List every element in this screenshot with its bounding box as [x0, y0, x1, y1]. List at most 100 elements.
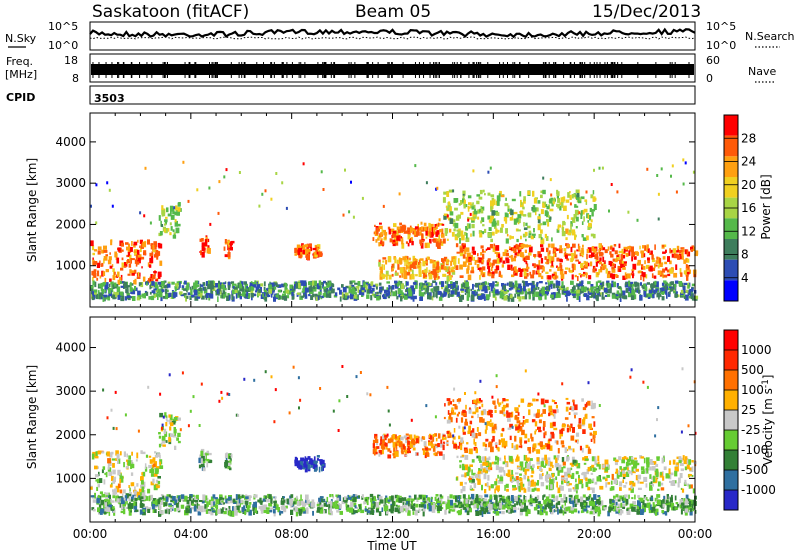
range-cell — [174, 433, 176, 436]
range-cell — [499, 291, 504, 296]
range-cell — [515, 472, 519, 475]
range-cell — [604, 295, 608, 297]
freq-label-1: Freq. — [6, 55, 33, 68]
range-cell — [614, 258, 618, 263]
range-cell — [527, 475, 530, 479]
range-cell — [148, 464, 152, 469]
range-cell — [503, 216, 508, 222]
range-cell — [450, 290, 455, 295]
range-cell — [406, 264, 408, 270]
range-cell — [686, 249, 689, 256]
range-cell — [453, 505, 456, 512]
range-cell — [297, 292, 301, 295]
range-cell — [384, 294, 387, 297]
range-cell — [111, 475, 114, 482]
range-cell — [425, 283, 428, 286]
range-cell — [224, 453, 227, 459]
range-cell — [411, 269, 414, 275]
range-cell — [193, 282, 196, 288]
range-cell — [574, 274, 577, 278]
range-cell — [601, 266, 604, 270]
range-cell — [591, 209, 596, 212]
range-cell — [250, 293, 254, 298]
range-cell — [208, 452, 212, 456]
range-cell — [103, 258, 105, 264]
range-cell — [542, 221, 547, 226]
range-cell — [557, 280, 561, 286]
range-cell — [482, 253, 485, 259]
range-cell — [137, 271, 140, 277]
range-cell — [581, 273, 586, 277]
range-cell — [453, 428, 456, 433]
range-cell — [354, 282, 358, 285]
range-cell — [238, 291, 242, 296]
range-cell — [325, 500, 327, 507]
range-cell — [108, 288, 112, 294]
range-cell — [581, 234, 584, 238]
range-cell — [485, 294, 490, 300]
range-cell — [449, 275, 452, 280]
range-cell — [553, 271, 557, 278]
range-cell — [570, 217, 573, 220]
range-cell — [475, 510, 480, 516]
range-cell — [587, 281, 591, 285]
range-cell — [597, 461, 600, 465]
range-cell — [319, 501, 322, 506]
range-cell — [525, 272, 529, 277]
range-cell — [472, 230, 475, 237]
range-cell — [565, 237, 568, 241]
range-cell — [92, 499, 97, 503]
range-cell — [156, 251, 161, 256]
range-cell — [380, 232, 383, 237]
range-cell — [467, 430, 471, 435]
range-cell — [134, 278, 137, 285]
range-cell — [297, 249, 300, 255]
range-cell — [581, 286, 584, 291]
range-cell — [317, 244, 320, 249]
range-cell — [461, 454, 465, 457]
range-cell — [684, 294, 689, 301]
range-cell — [428, 441, 432, 446]
range-cell — [489, 422, 494, 427]
range-cell — [112, 463, 115, 468]
range-cell — [255, 290, 258, 293]
range-cell — [316, 455, 320, 458]
range-cell — [491, 210, 496, 216]
range-cell — [241, 281, 244, 287]
range-cell — [260, 507, 264, 514]
range-cell — [402, 502, 405, 507]
range-cell — [570, 435, 575, 441]
beam-title: Beam 05 — [355, 2, 431, 22]
range-cell — [520, 246, 522, 249]
range-cell — [657, 481, 661, 487]
range-cell — [668, 468, 671, 475]
range-cell — [662, 251, 666, 254]
range-cell — [536, 457, 540, 462]
range-cell — [548, 438, 552, 442]
range-cell — [555, 463, 560, 468]
range-cell — [392, 441, 396, 448]
range-cell — [105, 295, 110, 300]
range-cell — [575, 478, 577, 483]
range-cell — [435, 445, 439, 449]
range-cell — [617, 503, 622, 509]
range-cell — [563, 494, 566, 500]
range-cell — [202, 453, 206, 459]
range-cell — [180, 294, 185, 297]
range-cell — [140, 450, 143, 454]
range-cell — [550, 265, 554, 268]
range-cell — [520, 465, 523, 471]
range-cell — [435, 266, 440, 270]
range-cell — [551, 202, 554, 207]
range-cell — [572, 399, 575, 403]
range-cell — [439, 242, 442, 246]
range-cell — [140, 256, 145, 260]
range-cell — [596, 476, 601, 482]
range-cell-sparse — [173, 206, 176, 210]
range-cell — [443, 290, 447, 297]
range-cell — [378, 290, 383, 293]
range-cell — [409, 444, 414, 448]
range-cell — [581, 483, 584, 489]
range-cell — [590, 194, 594, 199]
range-cell — [480, 252, 483, 256]
